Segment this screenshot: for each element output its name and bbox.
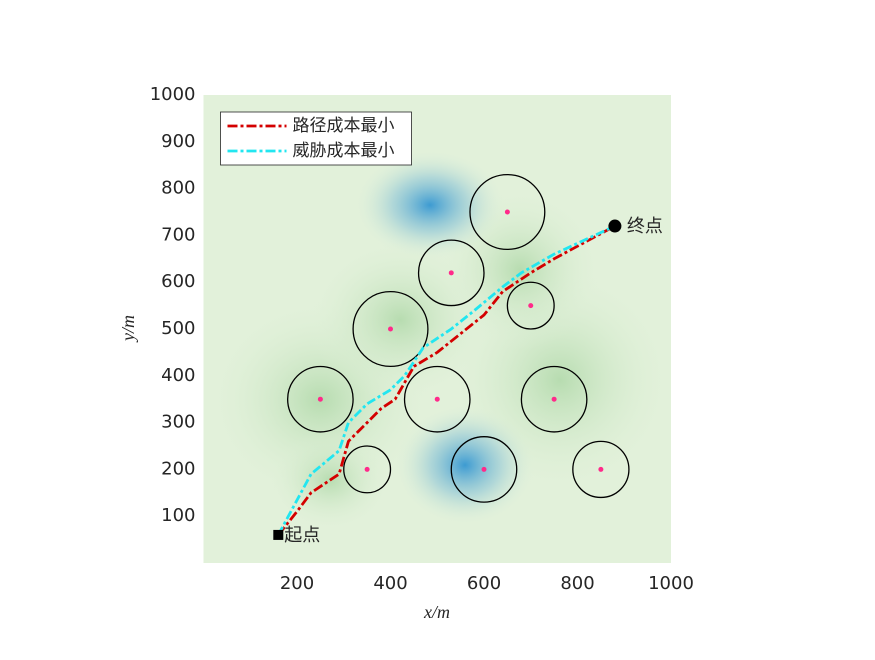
- threat-center: [504, 209, 510, 215]
- legend-label: 威胁成本最小: [293, 141, 395, 161]
- threat-circle: [286, 365, 354, 433]
- x-tick-label: 1000: [648, 573, 694, 594]
- y-tick-label: 900: [161, 131, 195, 152]
- y-tick-label: 600: [161, 271, 195, 292]
- y-tick-label: 500: [161, 318, 195, 339]
- threat-center: [528, 303, 534, 309]
- threat-center: [448, 270, 454, 276]
- threat-circle: [403, 365, 471, 433]
- path-line: [277, 224, 616, 536]
- threat-circle: [469, 173, 546, 251]
- threat-center: [364, 466, 370, 472]
- y-tick-label: 300: [161, 412, 195, 433]
- threat-circle: [520, 365, 588, 433]
- threat-center: [434, 396, 440, 402]
- y-tick-label: 400: [161, 365, 195, 386]
- y-tick-label: 800: [161, 178, 195, 199]
- end-marker: [608, 219, 622, 233]
- threat-circle: [506, 281, 555, 330]
- path-line: [277, 224, 616, 536]
- heatmap-background: [203, 95, 671, 563]
- y-tick-label: 700: [161, 224, 195, 245]
- start-marker: [273, 529, 284, 540]
- threat-circle: [352, 290, 429, 368]
- threat-center: [598, 466, 604, 472]
- threat-circle: [417, 239, 485, 307]
- y-tick-label: 100: [161, 505, 195, 526]
- x-tick-label: 400: [373, 573, 407, 594]
- legend-label: 路径成本最小: [293, 116, 395, 136]
- legend-box: [220, 111, 412, 166]
- threat-center: [481, 466, 487, 472]
- threat-center: [551, 396, 557, 402]
- threat-center: [317, 396, 323, 402]
- y-tick-label: 1000: [150, 84, 196, 105]
- start-label: 起点: [284, 525, 320, 546]
- threat-circle: [343, 445, 392, 494]
- threat-circle: [450, 436, 518, 503]
- x-tick-label: 600: [467, 573, 501, 594]
- plot-area: [277, 173, 630, 536]
- y-tick-label: 200: [161, 458, 195, 479]
- end-label: 终点: [627, 216, 663, 237]
- y-axis-label: y/m: [118, 315, 138, 343]
- x-tick-label: 200: [280, 573, 314, 594]
- threat-circle: [572, 440, 630, 499]
- threat-center: [388, 326, 393, 332]
- x-axis-label: x/m: [423, 602, 450, 622]
- x-tick-label: 800: [560, 573, 594, 594]
